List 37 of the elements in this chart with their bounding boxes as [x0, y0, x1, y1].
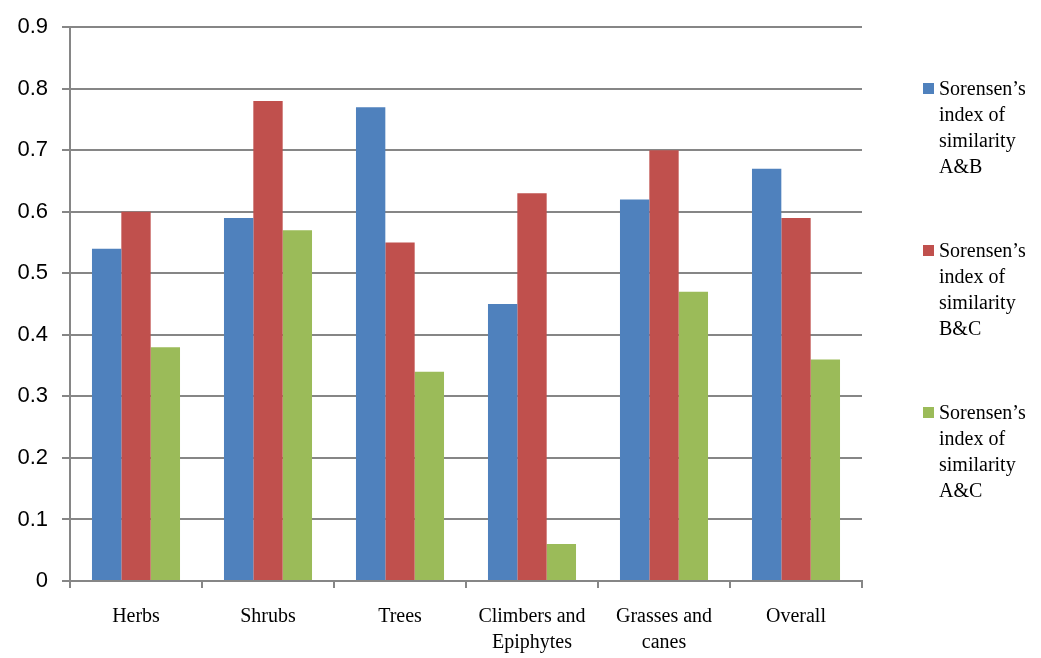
bar	[487, 304, 518, 580]
bar	[385, 242, 415, 580]
bar	[678, 291, 709, 580]
bar	[223, 217, 254, 580]
x-tick-label: Shrubs	[240, 604, 296, 627]
bar	[414, 371, 445, 580]
legend-label: Sorensen’s index of similarity B&C	[939, 238, 1027, 341]
bar	[751, 168, 782, 580]
y-tick-label: 0.4	[17, 320, 48, 346]
y-tick-label: 0.3	[17, 382, 48, 408]
bar	[121, 211, 151, 580]
y-tick-label: 0	[35, 567, 48, 593]
bar	[253, 101, 283, 580]
bar	[91, 248, 122, 580]
bar	[546, 544, 577, 580]
bar	[282, 230, 313, 580]
legend-label: Sorensen’s index of similarity A&B	[939, 76, 1027, 179]
y-tick-label: 0.7	[17, 136, 48, 162]
x-tick-label: Overall	[766, 604, 827, 627]
x-tick-label: Grasses and canes	[615, 604, 713, 653]
bar	[355, 107, 386, 580]
y-tick-label: 0.5	[17, 259, 48, 285]
bar	[150, 347, 181, 580]
bar	[810, 359, 841, 580]
y-tick-label: 0.8	[17, 74, 48, 100]
bar	[649, 150, 679, 580]
y-tick-label: 0.9	[17, 13, 48, 39]
legend-label: Sorensen’s index of similarity A&C	[939, 400, 1027, 503]
x-tick-label: Herbs	[112, 604, 161, 627]
y-tick-label: 0.6	[17, 197, 48, 223]
x-tick-label: Climbers and Epiphytes	[478, 604, 586, 654]
x-tick-label: Trees	[378, 604, 423, 627]
bar	[517, 193, 547, 580]
y-tick-label: 0.1	[17, 505, 48, 531]
y-tick-label: 0.2	[17, 444, 48, 469]
bar	[781, 217, 811, 580]
bar	[619, 199, 650, 580]
